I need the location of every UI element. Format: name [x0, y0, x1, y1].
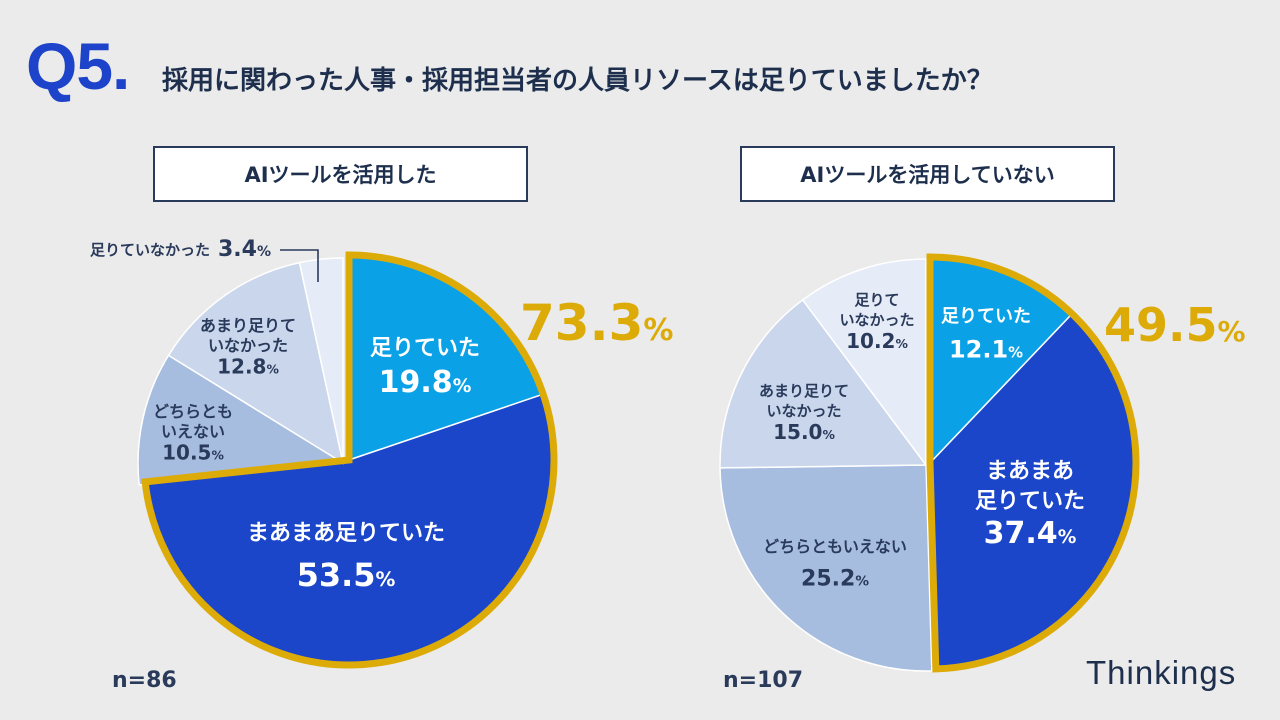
label-ai-used-neutral-name-line: いえない [161, 422, 225, 441]
label-ai-used-neutral-value: 10.5% [162, 440, 224, 464]
label-ai-not-used-not-enough-value: 10.2% [846, 329, 908, 353]
pie-slice-ai-not-used-3 [719, 298, 928, 469]
label-ai-not-used-satisfied-name-line: 足りていた [941, 306, 1031, 327]
pie-slice-ai-used-4 [298, 257, 344, 464]
label-ai-not-used-insufficient-value: 15.0% [773, 420, 835, 444]
pie-slice-ai-used-2 [137, 354, 346, 486]
label-ai-used-insufficient-name-line: いなかった [208, 336, 288, 355]
highlight-outline-ai-not-used [926, 253, 1140, 673]
question-number: Q5. [26, 29, 130, 103]
label-ai-not-used-neutral: どちらともいえない 25.2% [763, 537, 907, 592]
label-ai-used-mostly-value: 53.5% [297, 556, 396, 594]
pie-slice-ai-not-used-4 [801, 258, 927, 468]
label-ai-not-used-neutral-name-line: どちらともいえない [763, 537, 907, 556]
label-ai-used-neutral-name-line: どちらとも [153, 402, 233, 421]
label-ai-used-mostly-name-line: まあまあ足りていた [247, 521, 445, 546]
callout-leader-line [280, 249, 319, 282]
label-ai-not-used-mostly-name-line: まあまあ [986, 459, 1074, 484]
pie-slice-ai-used-3 [167, 261, 345, 465]
brand-logo: Thinkings [1086, 654, 1237, 691]
label-ai-not-used-insufficient-name-line: いなかった [766, 402, 841, 420]
label-ai-not-used-mostly-value: 37.4% [984, 516, 1077, 551]
sample-size-ai-not-used: n=107 [723, 668, 804, 693]
question-title: 採用に関わった人事・採用担当者の人員リソースは足りていましたか？ [162, 66, 993, 96]
label-ai-not-used-satisfied-value: 12.1% [949, 336, 1023, 364]
label-ai-used-not-enough-name: 足りていなかった [90, 241, 210, 259]
sample-size-ai-used: n=86 [112, 668, 177, 693]
label-ai-not-used-insufficient-name-line: あまり足りて [759, 382, 849, 400]
label-ai-used-insufficient-name-line: あまり足りて [200, 316, 296, 335]
label-ai-used-not-enough: 足りていなかった 3.4% [90, 237, 271, 262]
label-ai-not-used-satisfied: 足りていた 12.1% [941, 306, 1031, 364]
label-ai-used-satisfied-name-line: 足りていた [370, 336, 480, 361]
highlight-outline-ai-used [141, 251, 558, 669]
label-ai-used-mostly: まあまあ足りていた 53.5% [247, 521, 445, 594]
highlight-total-ai-used: 73.3% [520, 294, 673, 352]
chart-title-ai-used: AIツールを活用した [153, 146, 528, 202]
label-ai-not-used-not-enough-name-line: いなかった [839, 311, 914, 329]
label-ai-used-satisfied: 足りていた 19.8% [370, 336, 480, 400]
label-ai-used-insufficient-value: 12.8% [217, 354, 279, 378]
label-ai-not-used-neutral-value: 25.2% [801, 567, 869, 592]
label-ai-used-satisfied-value: 19.8% [379, 365, 472, 400]
chart-title-ai-not-used: AIツールを活用していない [740, 146, 1115, 202]
pie-slice-ai-not-used-2 [719, 464, 933, 672]
label-ai-not-used-mostly-name-line: 足りていた [975, 489, 1085, 514]
label-ai-used-not-enough-value: 3.4% [218, 237, 271, 262]
highlight-total-ai-not-used: 49.5% [1104, 298, 1246, 352]
label-ai-not-used-not-enough-name-line: 足りて [854, 291, 899, 309]
